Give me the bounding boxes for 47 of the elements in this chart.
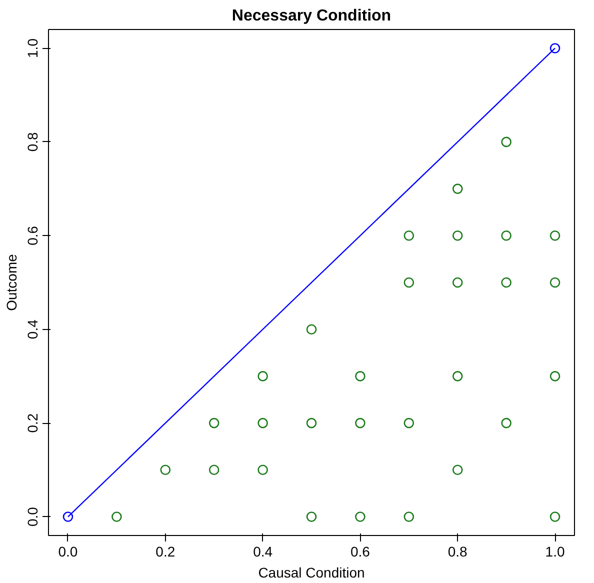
- point: [160, 464, 171, 476]
- chart-title: Necessary Condition: [232, 8, 392, 24]
- point: [306, 324, 317, 334]
- point: [501, 277, 512, 288]
- point: [306, 512, 317, 522]
- point: [258, 418, 268, 428]
- point: [404, 230, 414, 241]
- point: [501, 136, 512, 148]
- y-axis-title: Outcome: [4, 254, 20, 311]
- point: [452, 371, 463, 382]
- y-tick-label: 0.2: [24, 413, 40, 433]
- point: [550, 230, 560, 241]
- point: [550, 277, 560, 288]
- point: [208, 464, 220, 476]
- point: [258, 464, 268, 476]
- point: [404, 277, 414, 288]
- point: [501, 418, 512, 428]
- y-tick-label: 1.0: [24, 38, 40, 58]
- x-tick-label: 1.0: [545, 544, 565, 560]
- point: [404, 418, 414, 428]
- point: [355, 512, 366, 522]
- point: [62, 512, 74, 522]
- x-axis-title: Causal Condition: [258, 564, 365, 580]
- point: [452, 230, 463, 241]
- x-tick-label: 0.8: [448, 544, 468, 560]
- point: [550, 512, 560, 522]
- y-tick-label: 0.8: [24, 132, 40, 152]
- point: [355, 371, 366, 382]
- y-tick-label: 0.4: [24, 319, 40, 340]
- y-tick-label: 0.0: [24, 506, 40, 526]
- point: [452, 277, 463, 288]
- point: [452, 184, 463, 194]
- point: [452, 464, 463, 476]
- point: [112, 512, 122, 522]
- point: [355, 418, 366, 428]
- point: [208, 418, 220, 428]
- point: [258, 371, 268, 382]
- x-tick-label: 0.4: [253, 544, 273, 560]
- point: [306, 418, 317, 428]
- point: [550, 371, 560, 382]
- x-tick-label: 0.6: [350, 544, 370, 560]
- point: [404, 512, 414, 522]
- point: [501, 230, 512, 241]
- x-tick-label: 0.0: [58, 544, 78, 560]
- y-tick-label: 0.6: [24, 226, 40, 246]
- point: [550, 43, 560, 54]
- x-tick-label: 0.2: [156, 544, 176, 560]
